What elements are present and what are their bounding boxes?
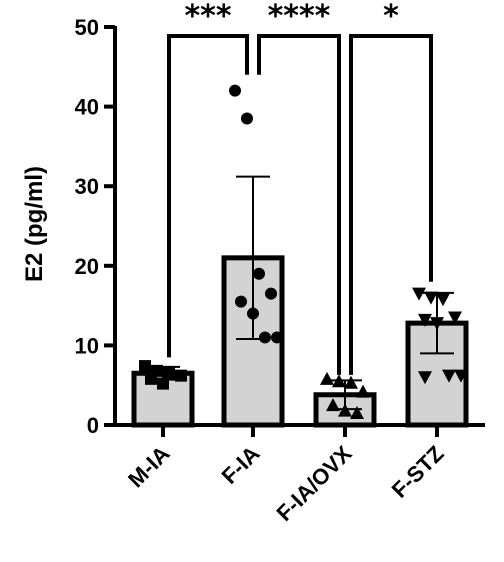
data-point	[163, 367, 175, 380]
data-point	[344, 375, 358, 389]
y-tick-label: 50	[75, 15, 99, 40]
y-tick-label: 30	[75, 174, 99, 199]
significance-bracket	[167, 34, 249, 358]
x-tick-label: M-IA	[123, 441, 174, 492]
x-tick-label: F-IA	[217, 441, 265, 489]
error-bar-layer	[146, 175, 454, 411]
data-point	[229, 84, 241, 97]
data-point	[241, 112, 253, 125]
significance-label: *	[383, 0, 399, 34]
x-tick-label: F-STZ	[387, 441, 449, 503]
data-point	[326, 398, 340, 412]
y-tick-label: 10	[75, 333, 99, 358]
significance-bracket	[257, 34, 341, 375]
data-point	[253, 267, 265, 280]
data-point	[235, 295, 247, 308]
data-point	[424, 291, 438, 305]
data-point	[271, 331, 283, 344]
data-point	[442, 369, 456, 383]
data-point	[436, 293, 450, 307]
data-point	[418, 313, 432, 327]
data-point	[412, 287, 426, 301]
significance-bracket	[349, 34, 433, 375]
data-point	[356, 384, 370, 398]
data-point	[139, 360, 151, 373]
data-point	[418, 371, 432, 385]
significance-layer: *** **** *	[167, 0, 433, 375]
bar-layer	[131, 255, 469, 428]
data-point	[259, 331, 271, 344]
data-point	[350, 406, 364, 420]
significance-label: ****	[268, 0, 331, 34]
y-tick-label: 20	[75, 254, 99, 279]
y-tick-label: 0	[87, 413, 99, 438]
data-point	[320, 371, 334, 385]
data-point	[454, 369, 468, 383]
significance-label: ***	[184, 0, 231, 34]
x-tick-label: F-IA/OVX	[271, 441, 356, 526]
data-point	[338, 403, 352, 417]
y-axis-title: E2 (pg/ml)	[21, 166, 48, 282]
data-point	[265, 287, 277, 300]
data-point	[448, 311, 462, 325]
y-tick-label: 40	[75, 95, 99, 120]
